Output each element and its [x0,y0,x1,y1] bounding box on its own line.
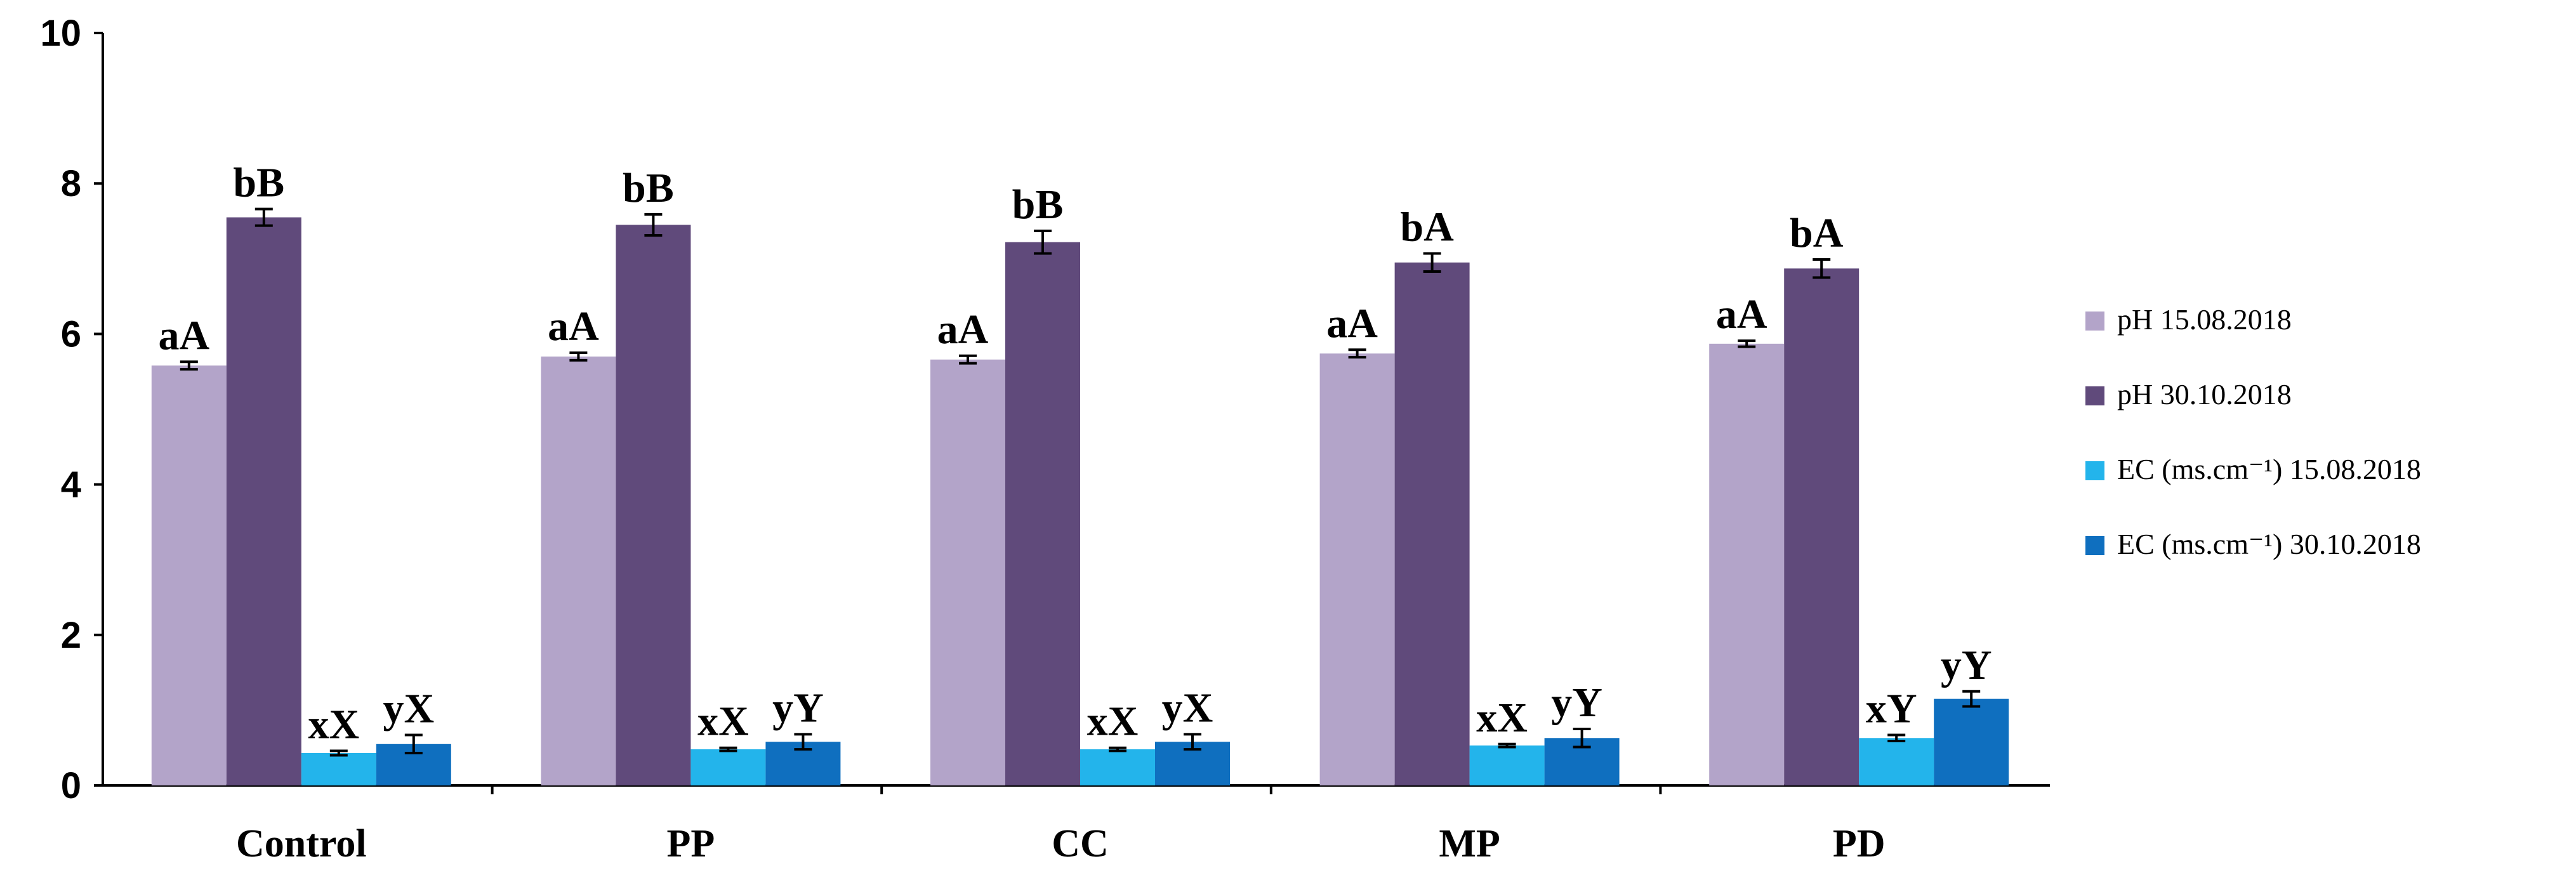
bar [930,359,1005,785]
data-label: xX [1087,699,1139,745]
y-tick-label: 0 [61,765,81,806]
bar [690,749,766,785]
legend-label: EC (ms.cm⁻¹) 15.08.2018 [2117,453,2421,485]
data-label: aA [158,312,209,358]
bar [226,217,301,785]
data-label: yY [1941,642,1992,688]
bar [616,225,691,785]
y-tick-label: 8 [61,163,81,204]
bar [1784,268,1859,785]
bar [1005,242,1080,785]
bar [1709,343,1785,785]
bar [1394,262,1470,786]
data-label: aA [548,303,599,350]
bar [1319,353,1395,785]
chart-legend: pH 15.08.2018 pH 30.10.2018 EC (ms.cm⁻¹) 1… [2085,303,2421,560]
bar [1934,699,2009,785]
data-label: xX [1476,695,1528,741]
data-label: yY [772,685,824,731]
data-label: xX [308,701,359,747]
data-label: bB [623,165,674,211]
data-label: bB [1012,181,1064,228]
data-label: bA [1400,204,1454,250]
x-tick-label: CC [1052,822,1109,865]
data-label: aA [1716,291,1767,338]
bar [151,365,227,785]
data-label: aA [937,306,989,353]
bar [301,753,376,785]
legend-swatch [2085,536,2104,555]
bar [541,356,616,785]
legend-label: EC (ms.cm⁻¹) 30.10.2018 [2117,528,2421,560]
legend-swatch [2085,386,2104,405]
data-label: yY [1551,679,1602,726]
bar [1469,745,1545,785]
bar [1859,738,1934,785]
data-label: yX [383,686,434,732]
data-label: yX [1162,685,1213,731]
y-tick-label: 2 [61,615,81,656]
legend-swatch [2085,312,2104,331]
y-tick-label: 6 [61,313,81,355]
x-tick-label: Control [236,822,367,865]
y-tick-label: 4 [61,464,81,506]
data-label: xX [697,699,749,745]
x-tick-label: PD [1833,822,1886,865]
chart-bars: aA bB xX yX aA bB xX yY aA bB xX yX aA bA xX yY aA bA xY yY [151,160,2009,786]
bar [1080,749,1155,785]
legend-label: pH 15.08.2018 [2117,303,2292,336]
x-tick-label: PP [667,822,715,865]
legend-label: pH 30.10.2018 [2117,378,2292,410]
data-label: aA [1326,300,1378,346]
x-tick-label: MP [1439,822,1500,865]
y-tick-label: 10 [40,13,81,54]
legend-swatch [2085,461,2104,480]
data-label: bB [233,160,284,206]
data-label: xY [1866,686,1917,732]
data-label: bA [1790,210,1844,256]
